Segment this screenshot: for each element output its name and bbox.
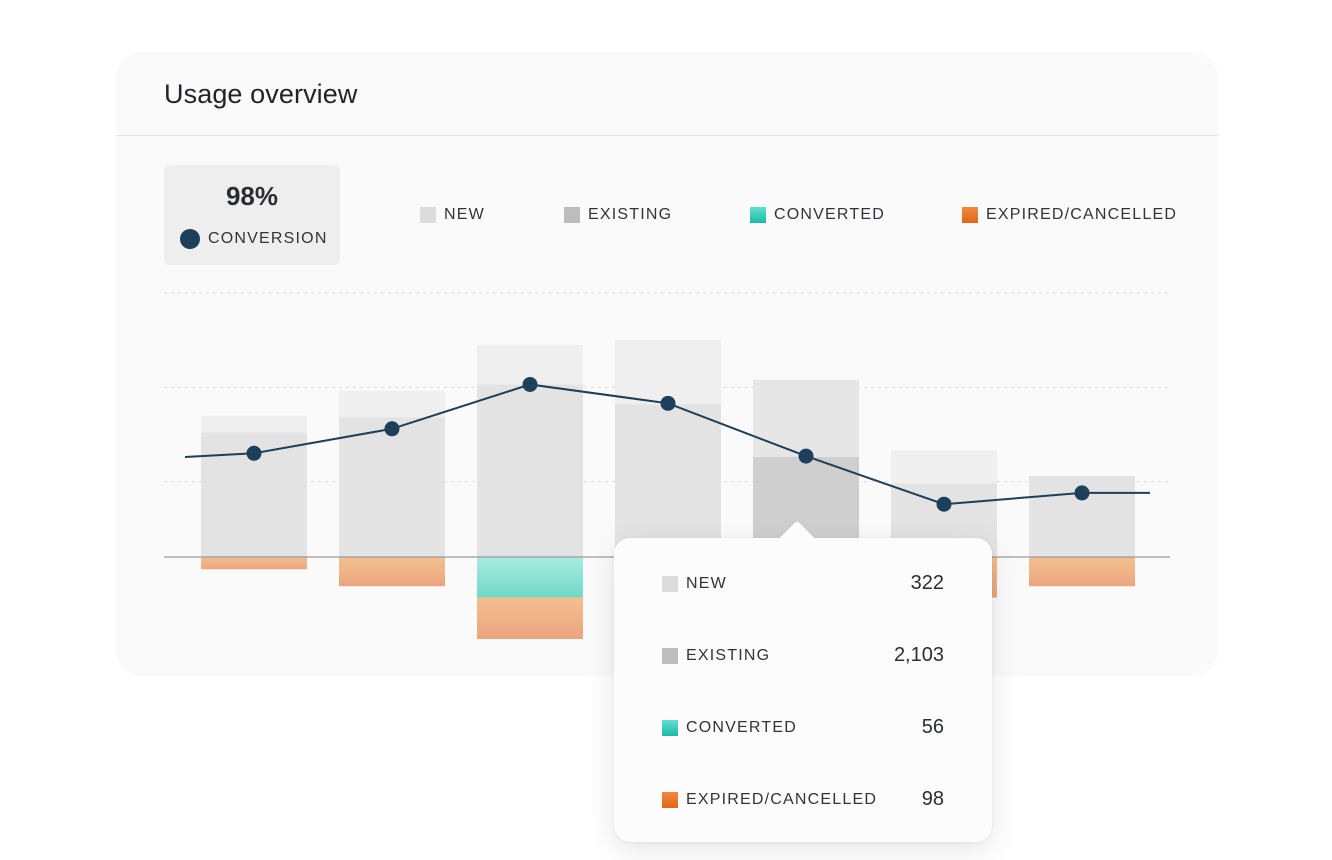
conversion-label-row: CONVERSION — [180, 229, 328, 249]
conversion-point-2 — [522, 376, 538, 392]
legend-swatch-expired — [962, 207, 978, 223]
bar-expired-6 — [1029, 557, 1135, 587]
tooltip-swatch-existing — [662, 647, 678, 664]
conversion-kpi: 98% CONVERSION — [164, 165, 340, 265]
tooltip-row-converted: CONVERTED 56 — [662, 716, 944, 739]
bar-expired-0 — [201, 557, 307, 570]
legend-item-new[interactable]: NEW — [420, 206, 485, 224]
conversion-point-5 — [936, 496, 952, 512]
conversion-point-3 — [660, 395, 676, 411]
legend-swatch-converted — [750, 207, 766, 223]
bar-converted-2 — [477, 557, 583, 598]
legend-label-new: NEW — [444, 206, 485, 223]
tooltip-label-existing: EXISTING — [686, 646, 771, 664]
legend-item-expired[interactable]: EXPIRED/CANCELLED — [962, 206, 1177, 224]
tooltip-label-new: NEW — [686, 574, 727, 592]
bar-existing-1 — [339, 417, 445, 557]
tooltip-label-expired: EXPIRED/CANCELLED — [686, 790, 878, 808]
bar-expired-2 — [477, 597, 583, 640]
tooltip-value-existing: 2,103 — [893, 644, 944, 666]
bar-new-5 — [891, 450, 997, 484]
legend-label-existing: EXISTING — [588, 206, 673, 223]
legend-item-existing[interactable]: EXISTING — [564, 206, 672, 224]
conversion-point-4 — [798, 448, 814, 464]
legend-swatch-existing — [564, 207, 580, 223]
bar-existing-2 — [477, 384, 583, 557]
card-header — [116, 52, 1218, 136]
legend-swatch-new — [420, 207, 436, 223]
tooltip-value-converted: 56 — [921, 716, 944, 738]
conversion-dot-icon — [180, 229, 200, 249]
bar-new-1 — [339, 391, 445, 418]
legend-label-converted: CONVERTED — [774, 206, 885, 223]
conversion-point-1 — [384, 421, 400, 437]
conversion-label: CONVERSION — [208, 230, 328, 247]
conversion-point-0 — [246, 445, 262, 461]
bar-new-3 — [615, 340, 721, 405]
tooltip-row-existing: EXISTING 2,103 — [662, 644, 944, 667]
conversion-point-6 — [1074, 485, 1090, 501]
conversion-value: 98% — [225, 181, 279, 211]
tooltip-value-expired: 98 — [921, 788, 944, 810]
bar-new-0 — [201, 415, 307, 433]
chart-tooltip: NEW 322 EXISTING 2,103 CONVERTED 56 EXPI… — [614, 520, 992, 842]
bar-expired-1 — [339, 557, 445, 587]
legend-item-converted[interactable]: CONVERTED — [750, 206, 885, 224]
bar-new-4 — [753, 379, 859, 458]
tooltip-value-new: 322 — [910, 572, 944, 594]
tooltip-swatch-new — [662, 575, 678, 592]
tooltip-label-converted: CONVERTED — [686, 718, 797, 736]
legend-label-expired: EXPIRED/CANCELLED — [986, 206, 1178, 223]
tooltip-swatch-converted — [662, 719, 678, 736]
bar-existing-3 — [615, 404, 721, 557]
card-title: Usage overview — [164, 79, 358, 109]
tooltip-swatch-expired — [662, 791, 678, 808]
tooltip-row-expired: EXPIRED/CANCELLED 98 — [662, 788, 944, 811]
tooltip-row-new: NEW 322 — [662, 572, 944, 595]
